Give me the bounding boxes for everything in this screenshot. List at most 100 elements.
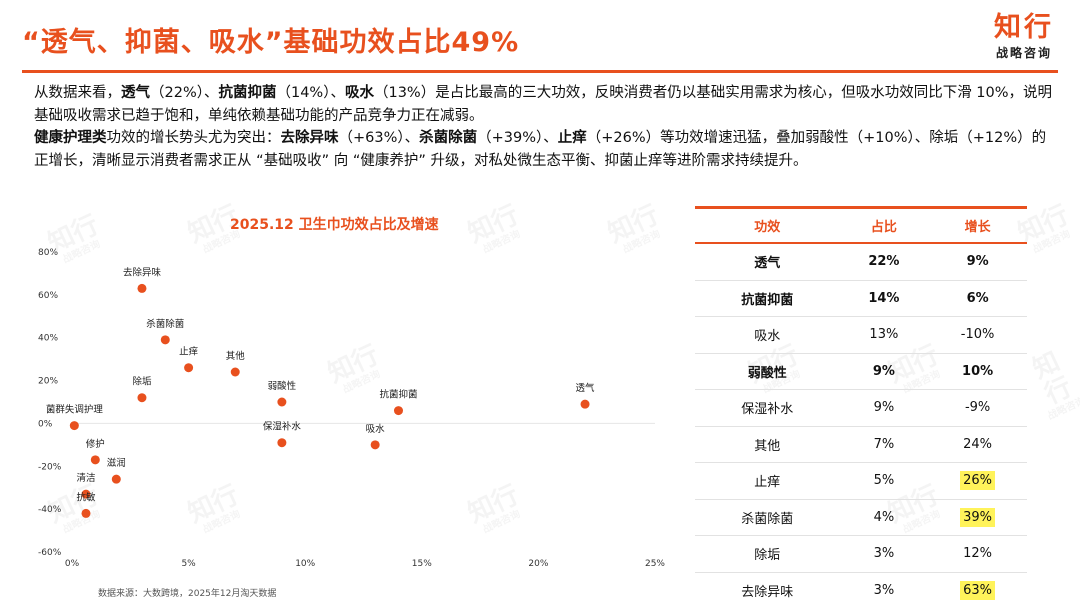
summary-segment: （22%）、: [150, 85, 219, 101]
summary-segment: 止痒: [557, 130, 587, 146]
efficacy-cell-text: 透气: [754, 256, 781, 272]
share-cell: 9%: [839, 389, 929, 427]
data-point: [580, 399, 590, 409]
scatter-chart: -60% -40% -20% 0% 20% 40% 60% 80% 0% 5% 10% 15% 20% 2…: [38, 248, 665, 569]
share-cell-text: 3%: [873, 546, 895, 562]
data-point-label: 菌群失调护理: [46, 404, 104, 416]
header-efficacy: 功效: [695, 206, 840, 244]
share-cell-text: 22%: [868, 254, 900, 270]
data-point-label: 透气: [576, 382, 596, 394]
efficacy-cell: 抗菌抑菌: [695, 280, 840, 317]
data-point: [81, 489, 91, 499]
growth-cell-text: 63%: [960, 580, 996, 600]
chart-title: 2025.12 卫生巾功效占比及增速: [230, 217, 439, 233]
data-point: [184, 363, 194, 373]
data-point: [160, 335, 170, 345]
data-point-label: 滋润: [107, 457, 126, 469]
summary-segment: （+63%）、: [338, 130, 420, 146]
growth-cell: 10%: [928, 353, 1027, 390]
logo-sub-text: 战略咨询: [995, 46, 1052, 60]
share-cell: 22%: [839, 243, 929, 281]
summary-segment: （+26%）等功效增速迅猛，叠加弱酸性（+10%）、除垢（+12%）的正增长，清…: [34, 130, 1047, 169]
data-point: [81, 508, 91, 518]
table-row: 弱酸性 9% 10%: [695, 353, 1027, 390]
table-header-row: 功效 占比 增长: [695, 206, 1027, 244]
header-share: 占比: [839, 206, 929, 244]
source-note: 数据来源：大数跨境，2025年12月淘天数据: [98, 589, 277, 599]
logo-main-text: 知行: [994, 12, 1054, 43]
summary-segment: 抗菌抑菌: [218, 85, 277, 101]
data-point-label: 修护: [86, 438, 105, 450]
efficacy-cell-text: 去除异味: [741, 584, 794, 600]
efficacy-table-panel: 功效 占比 增长 透气 22% 9% 抗菌抑菌 14% 6% 吸水 13% -10% 弱酸性 9% 1…: [695, 206, 1027, 608]
summary-segment: （+39%）、: [477, 130, 558, 146]
share-cell: 7%: [839, 426, 929, 463]
growth-cell: 9%: [928, 243, 1027, 281]
growth-cell: -10%: [928, 316, 1027, 354]
growth-cell: 12%: [928, 535, 1027, 573]
share-cell-text: 7%: [873, 436, 895, 452]
data-point: [370, 440, 380, 450]
efficacy-cell: 去除异味: [695, 572, 840, 608]
data-point: [69, 421, 79, 431]
data-point: [137, 283, 147, 293]
data-point: [90, 455, 100, 465]
title-divider: [22, 70, 1058, 73]
table-row: 去除异味 3% 63%: [695, 572, 1027, 608]
summary-segment: 功效的增长势头尤为突出：: [106, 130, 281, 146]
data-point-label: 清洁: [76, 472, 95, 484]
efficacy-cell-text: 弱酸性: [747, 365, 787, 381]
data-point: [277, 397, 287, 407]
brand-logo: 知行 战略咨询: [994, 12, 1054, 61]
efficacy-cell-text: 杀菌除菌: [741, 511, 794, 527]
table-row: 止痒 5% 26%: [695, 462, 1027, 500]
growth-cell-text: 10%: [962, 363, 994, 379]
table-row: 保湿补水 9% -9%: [695, 389, 1027, 427]
x-tick-label: 25%: [645, 559, 665, 569]
summary-paragraph-1: 从数据来看，透气（22%）、抗菌抑菌（14%）、吸水（13%）是占比最高的三大功…: [34, 82, 1054, 127]
data-point-label: 吸水: [366, 423, 386, 435]
efficacy-cell-text: 保湿补水: [741, 402, 794, 418]
growth-cell-text: -10%: [960, 327, 995, 343]
data-point-label: 杀菌除菌: [146, 318, 184, 330]
y-tick-label: 40%: [38, 334, 58, 344]
data-point-label: 止痒: [179, 346, 199, 358]
table-row: 抗菌抑菌 14% 6%: [695, 280, 1027, 317]
growth-cell: 26%: [928, 462, 1027, 500]
growth-cell: -9%: [928, 389, 1027, 427]
efficacy-table: 功效 占比 增长 透气 22% 9% 抗菌抑菌 14% 6% 吸水 13% -10% 弱酸性 9% 1…: [695, 206, 1027, 608]
x-tick-label: 20%: [528, 559, 548, 569]
summary-segment: （13%）是占比最高的三大功效，反映消费者仍以基础实用需求为核心，但吸水功效同比…: [34, 85, 1053, 124]
table-row: 透气 22% 9%: [695, 243, 1027, 281]
data-point-label: 弱酸性: [268, 380, 297, 392]
summary-segment: 从数据来看，: [34, 85, 121, 101]
summary-segment: （14%）、: [276, 85, 345, 101]
efficacy-cell-text: 其他: [754, 438, 781, 454]
share-cell-text: 9%: [873, 400, 895, 416]
share-cell-text: 13%: [869, 327, 899, 343]
data-point-label: 其他: [226, 350, 246, 362]
summary-segment: 杀菌除菌: [419, 130, 478, 146]
table-row: 除垢 3% 12%: [695, 535, 1027, 573]
summary-segment: 健康护理类: [34, 130, 107, 146]
share-cell: 4%: [839, 499, 929, 536]
growth-cell: 39%: [928, 499, 1027, 536]
data-point-label: 保湿补水: [263, 421, 302, 433]
summary-paragraph-2: 健康护理类功效的增长势头尤为突出：去除异味（+63%）、杀菌除菌（+39%）、止…: [34, 127, 1054, 172]
summary-segment: 去除异味: [280, 130, 339, 146]
y-tick-label: 20%: [38, 377, 58, 387]
growth-cell-text: 26%: [960, 471, 996, 491]
share-cell: 5%: [839, 462, 929, 500]
y-tick-label: 60%: [38, 291, 58, 301]
share-cell: 3%: [840, 572, 929, 608]
efficacy-cell: 吸水: [695, 316, 840, 354]
y-tick-label: -60%: [38, 548, 62, 558]
table-row: 杀菌除菌 4% 39%: [695, 499, 1027, 536]
share-cell: 9%: [839, 353, 929, 390]
growth-cell-text: 39%: [960, 507, 996, 527]
y-tick-label: -40%: [38, 505, 62, 515]
summary-segment: 吸水: [344, 85, 374, 101]
growth-cell: 6%: [928, 280, 1027, 317]
efficacy-cell: 透气: [695, 243, 840, 281]
